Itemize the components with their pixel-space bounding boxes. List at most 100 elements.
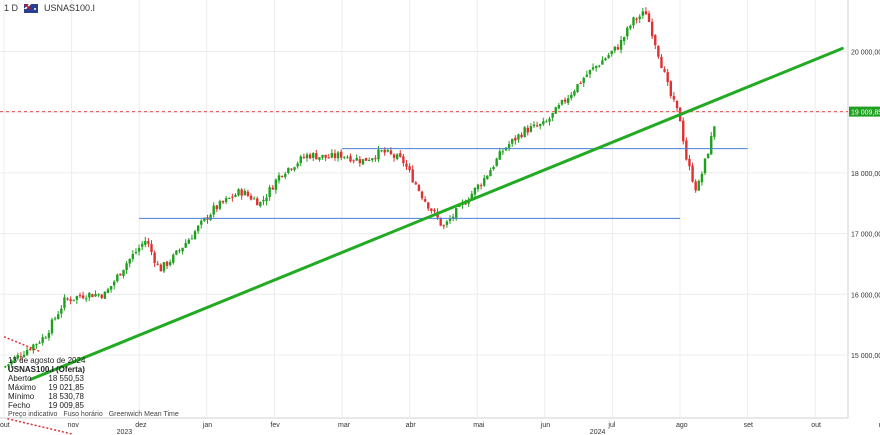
candle-body bbox=[498, 151, 501, 160]
candle bbox=[231, 193, 234, 202]
candle bbox=[196, 224, 200, 234]
candle-body bbox=[221, 200, 225, 203]
candle bbox=[134, 248, 138, 255]
x-tick-label: ago bbox=[676, 422, 688, 429]
candle bbox=[100, 293, 103, 300]
candle-body bbox=[629, 25, 632, 29]
candle-body bbox=[526, 127, 529, 133]
candle-body bbox=[280, 175, 284, 177]
candle-body bbox=[377, 149, 380, 160]
candle-body bbox=[4, 366, 7, 368]
candle-body bbox=[346, 157, 349, 159]
candle-body bbox=[635, 18, 638, 20]
candle bbox=[128, 258, 131, 268]
candle bbox=[308, 152, 312, 160]
x-tick-label: dez bbox=[135, 422, 147, 429]
interval-label[interactable]: 1 D bbox=[4, 3, 19, 13]
symbol-label[interactable]: USNAS100.I bbox=[44, 3, 96, 13]
candle-body bbox=[262, 199, 265, 202]
candle bbox=[103, 291, 107, 299]
candle-body bbox=[367, 159, 371, 161]
candle-body bbox=[144, 240, 147, 245]
candle bbox=[237, 188, 240, 197]
candle bbox=[246, 189, 250, 198]
candle-body bbox=[545, 121, 548, 123]
current-price-badge bbox=[849, 106, 880, 117]
candle bbox=[333, 149, 337, 161]
candle bbox=[209, 213, 212, 221]
ohlc-info-panel: 13 de agosto de 2024 USNAS100.I (Oferta)… bbox=[8, 356, 85, 410]
candle-body bbox=[343, 156, 346, 158]
candle-body bbox=[470, 193, 473, 201]
candle bbox=[268, 184, 271, 201]
candle bbox=[184, 239, 187, 249]
candle-body bbox=[137, 247, 141, 252]
y-tick-label: 20 000,00 bbox=[851, 50, 880, 57]
candle-body bbox=[315, 153, 318, 160]
candle-body bbox=[638, 16, 641, 20]
candle-body bbox=[682, 120, 685, 142]
candle-body bbox=[172, 254, 175, 263]
candle-body bbox=[588, 69, 592, 75]
candle bbox=[165, 260, 169, 270]
candle-body bbox=[644, 11, 648, 15]
candle bbox=[327, 154, 330, 159]
candle-body bbox=[187, 239, 191, 244]
candle bbox=[607, 52, 610, 59]
candle bbox=[511, 138, 514, 147]
timezone-value[interactable]: Greenwich Mean Time bbox=[108, 411, 179, 418]
candle bbox=[193, 229, 197, 240]
candle bbox=[81, 291, 85, 300]
candle-body bbox=[594, 65, 598, 69]
candle bbox=[116, 273, 119, 283]
candle bbox=[97, 293, 100, 298]
candle bbox=[492, 165, 495, 171]
x-tick-label: mar bbox=[338, 422, 351, 429]
candle bbox=[663, 66, 666, 73]
candle bbox=[290, 168, 293, 171]
candle-body bbox=[626, 27, 629, 37]
candle bbox=[551, 112, 554, 122]
candle-body bbox=[324, 154, 327, 158]
candle-body bbox=[321, 154, 324, 158]
candle-body bbox=[7, 364, 10, 367]
candle bbox=[256, 196, 259, 206]
candle-body bbox=[290, 168, 293, 170]
candle-body bbox=[78, 295, 82, 297]
candle bbox=[423, 196, 427, 203]
x-tick-label: jan bbox=[202, 422, 212, 429]
candle-body bbox=[688, 158, 691, 167]
candle-body bbox=[296, 163, 299, 167]
candle-body bbox=[507, 144, 511, 148]
candle bbox=[91, 293, 94, 298]
candle bbox=[420, 190, 424, 201]
candle bbox=[280, 175, 284, 178]
price-type-label: Preço indicativo bbox=[8, 411, 58, 418]
candle bbox=[594, 65, 598, 72]
candle-body bbox=[414, 182, 418, 185]
candle-body bbox=[19, 356, 23, 358]
candle bbox=[682, 117, 685, 145]
candle bbox=[514, 135, 517, 145]
candle-body bbox=[619, 40, 623, 50]
info-value: 18 530,78 bbox=[48, 392, 84, 401]
candle bbox=[150, 240, 153, 256]
candle-body bbox=[299, 156, 302, 163]
candle-body bbox=[224, 198, 228, 202]
x-tick-label: jun bbox=[540, 422, 550, 429]
candle-body bbox=[607, 55, 610, 59]
candle bbox=[318, 157, 321, 162]
candle-body bbox=[473, 187, 477, 195]
candle bbox=[610, 50, 613, 57]
candle bbox=[50, 317, 54, 336]
candle bbox=[657, 45, 660, 59]
candle bbox=[252, 196, 256, 200]
candle-body bbox=[168, 262, 172, 265]
candle bbox=[672, 92, 676, 102]
candle bbox=[343, 156, 346, 160]
candle bbox=[417, 183, 421, 192]
candle bbox=[635, 17, 638, 24]
candle bbox=[638, 14, 641, 23]
candle bbox=[38, 340, 41, 344]
